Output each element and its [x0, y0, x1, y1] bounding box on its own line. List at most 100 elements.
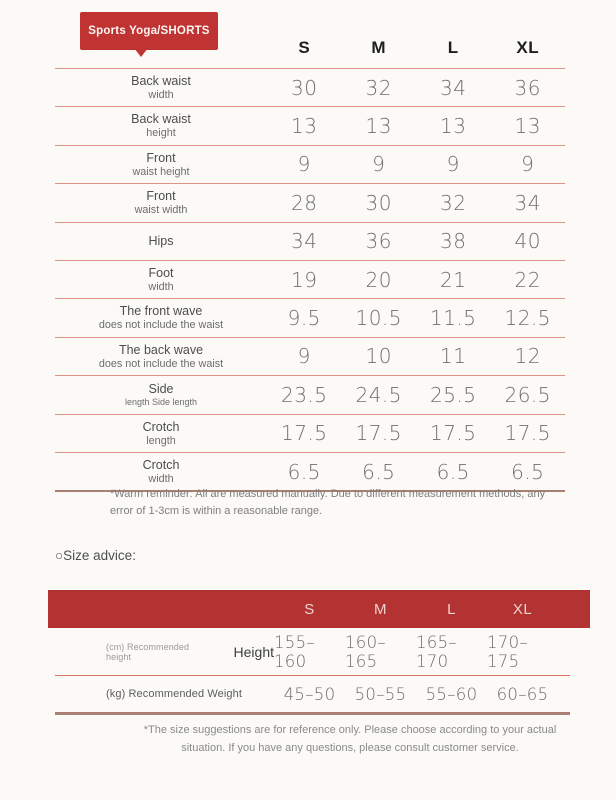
row-sublabel: width: [148, 280, 174, 293]
cell-value: 30: [291, 75, 318, 100]
row-label: Back waist: [131, 112, 191, 127]
weight-label-cell: (kg) Recommended Weight: [48, 676, 274, 712]
size-column-m: M: [371, 38, 387, 57]
height-value: 170–175: [487, 632, 528, 671]
height-label: Height: [233, 643, 274, 660]
cell-value: 6.5: [287, 459, 321, 484]
size-advice-note: *The size suggestions are for reference …: [143, 724, 557, 754]
row-label: Back waist: [131, 73, 191, 88]
header-spacer: [55, 28, 267, 68]
row-label: Hips: [148, 233, 174, 248]
advice-column-m: M: [374, 600, 387, 618]
cell-value: 40: [514, 229, 541, 254]
cell-value: 23.5: [280, 382, 328, 407]
row-label-cell: Side length Side length: [55, 376, 267, 413]
cell-value: 12.5: [504, 306, 552, 331]
row-label-cell: Front waist height: [55, 146, 267, 183]
cell-value: 11: [440, 344, 467, 369]
cell-value: 32: [440, 190, 467, 215]
weight-unit-label: (kg) Recommended Weight: [106, 688, 242, 700]
cell-value: 6.5: [436, 459, 470, 484]
row-sublabel: height: [146, 127, 176, 140]
row-label: Front: [146, 189, 176, 204]
row-label-cell: Crotch width: [55, 453, 267, 490]
cell-value: 12: [514, 344, 541, 369]
cell-value: 36: [365, 229, 392, 254]
size-table-header: S M L XL: [55, 28, 565, 68]
table-row-hips: Hips 34 36 38 40: [55, 221, 565, 260]
table-row-front-waist-width: Front waist width 28 30 32 34: [55, 183, 565, 221]
row-sublabel: waist height: [132, 165, 190, 178]
height-unit-label: (cm) Recommended height: [106, 641, 190, 662]
row-sublabel: waist width: [134, 204, 188, 217]
table-row-back-waist-width: Back waist width 30 32 34 36: [55, 68, 565, 106]
cell-value: 17.5: [429, 421, 477, 446]
row-label-cell: Back waist height: [55, 107, 267, 144]
height-value: 160–165: [345, 632, 386, 671]
table-row-side-length: Side length Side length 23.5 24.5 25.5 2…: [55, 375, 565, 413]
row-label-cell: Back waist width: [55, 69, 267, 106]
size-column-l: L: [447, 38, 459, 57]
advice-divider-line: [55, 675, 570, 676]
cell-value: 13: [291, 114, 318, 139]
table-row-foot-width: Foot width 19 20 21 22: [55, 259, 565, 298]
size-column-xl: XL: [516, 38, 540, 57]
table-row-front-wave: The front wave does not include the wais…: [55, 298, 565, 336]
cell-value: 34: [514, 190, 541, 215]
cell-value: 34: [440, 75, 467, 100]
row-label-cell: Front waist width: [55, 184, 267, 221]
table-row-crotch-width: Crotch width 6.5 6.5 6.5 6.5: [55, 451, 565, 493]
size-advice-header: S M L XL: [48, 590, 590, 628]
cell-value: 26.5: [504, 382, 552, 407]
cell-value: 17.5: [280, 421, 328, 446]
row-label-cell: Crotch length: [55, 415, 267, 452]
cell-value: 10.5: [355, 306, 403, 331]
size-advice-heading: ○Size advice:: [55, 548, 136, 563]
cell-value: 10: [365, 344, 392, 369]
cell-value: 22: [514, 267, 541, 292]
cell-value: 17.5: [504, 421, 552, 446]
table-row-back-waist-height: Back waist height 13 13 13 13: [55, 106, 565, 144]
cell-value: 13: [440, 114, 467, 139]
cell-value: 21: [440, 267, 467, 292]
row-label: Foot: [148, 265, 174, 280]
size-table: Back waist width 30 32 34 36 Back waist …: [55, 68, 565, 493]
row-label: The front wave: [119, 304, 203, 319]
cell-value: 11.5: [429, 306, 477, 331]
cell-value: 9.5: [287, 306, 321, 331]
size-column-s: S: [298, 38, 311, 57]
cell-value: 6.5: [362, 459, 396, 484]
weight-value: 55–60: [425, 684, 478, 704]
height-value: 165–170: [416, 632, 457, 671]
weight-value: 60–65: [496, 684, 549, 704]
weight-value: 45–50: [283, 684, 336, 704]
row-sublabel: width: [148, 472, 174, 485]
advice-bottom-line: [55, 712, 570, 715]
weight-value: 50–55: [354, 684, 407, 704]
recommended-weight-row: (kg) Recommended Weight 45–50 50–55 55–6…: [48, 676, 590, 712]
cell-value: 20: [365, 267, 392, 292]
row-label: The back wave: [118, 342, 204, 357]
advice-column-l: L: [447, 600, 456, 618]
cell-value: 30: [365, 190, 392, 215]
cell-value: 13: [514, 114, 541, 139]
cell-value: 19: [291, 267, 318, 292]
cell-value: 36: [514, 75, 541, 100]
advice-column-xl: XL: [512, 600, 533, 618]
advice-header-spacer: [48, 590, 274, 628]
cell-value: 28: [291, 190, 318, 215]
table-row-back-wave: The back wave does not include the waist…: [55, 336, 565, 375]
row-label: Front: [146, 150, 176, 165]
row-label: Crotch: [142, 419, 180, 434]
cell-value: 9: [297, 344, 311, 369]
advice-column-s: S: [304, 600, 315, 618]
category-badge-label: Sports Yoga/SHORTS: [88, 25, 210, 37]
row-label-cell: The front wave does not include the wais…: [55, 299, 267, 336]
cell-value: 17.5: [355, 421, 403, 446]
row-sublabel: does not include the waist: [98, 357, 224, 370]
height-value: 155–160: [274, 632, 315, 671]
row-sublabel: does not include the waist: [98, 319, 224, 332]
cell-value: 13: [365, 114, 392, 139]
row-label-cell: Foot width: [55, 261, 267, 298]
category-badge: Sports Yoga/SHORTS: [80, 12, 218, 57]
